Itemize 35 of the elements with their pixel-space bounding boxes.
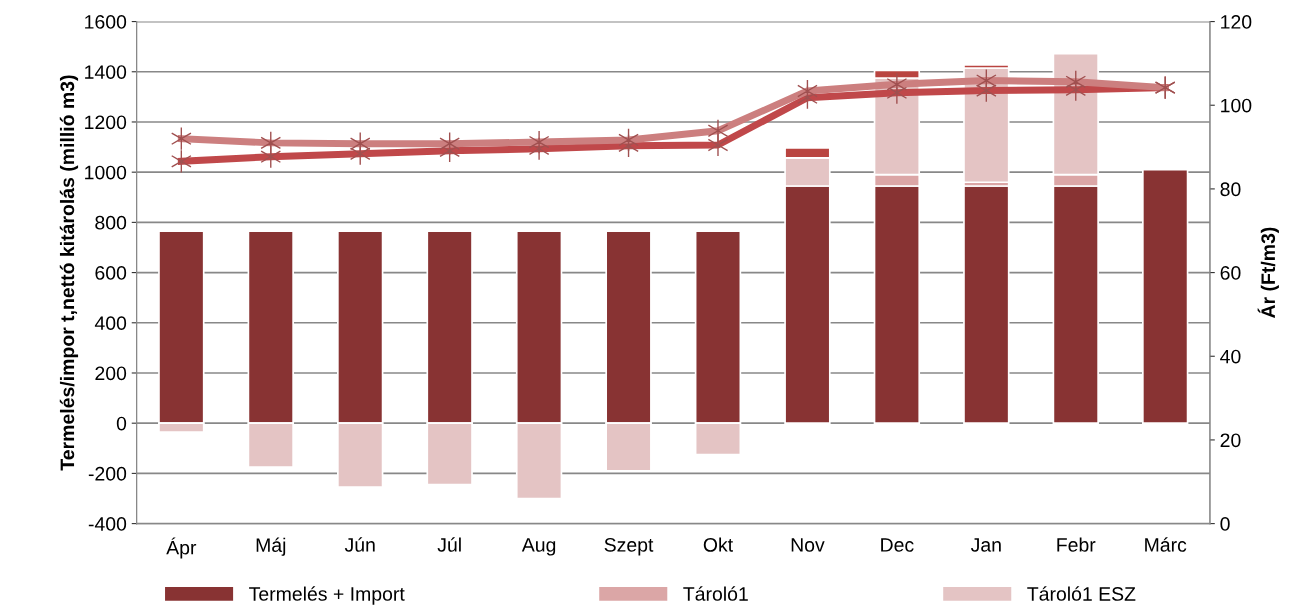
y2-axis-title: Ár (Ft/m3) bbox=[1257, 227, 1279, 319]
x-tick-label: Febr bbox=[1057, 537, 1096, 552]
x-tick-label: Ápr bbox=[166, 537, 197, 559]
x-tick-label: Jún bbox=[344, 537, 375, 552]
legend-label: Tároló1 ESZ bbox=[1027, 586, 1136, 601]
y2-tick-label: 120 bbox=[1221, 15, 1252, 29]
y-axis-title: Termelés/impor t,nettó kitárolás (millió m3) bbox=[59, 75, 79, 471]
x-tick-label: Máj bbox=[256, 537, 286, 556]
x-tick-label: Aug bbox=[521, 538, 556, 556]
y2-tick-label: 100 bbox=[1221, 98, 1252, 113]
y-tick-label: 200 bbox=[95, 366, 127, 381]
x-tick-label: Júl bbox=[437, 537, 461, 552]
y2-tick-label: 80 bbox=[1220, 182, 1241, 197]
y-tick-label: 600 bbox=[95, 266, 127, 280]
y-tick-label: 0 bbox=[116, 416, 127, 431]
y-tick-label: 1000 bbox=[85, 165, 127, 180]
y2-tick-label: 0 bbox=[1220, 517, 1230, 531]
y-tick-label: -400 bbox=[88, 517, 127, 531]
x-tick-label: Dec bbox=[881, 538, 914, 552]
x-tick-label: Szept bbox=[604, 538, 654, 556]
y2-tick-label: 40 bbox=[1220, 349, 1241, 364]
x-tick-label: Nov bbox=[791, 538, 825, 552]
y2-tick-label: 60 bbox=[1220, 266, 1241, 280]
legend-label: Tároló1 bbox=[683, 586, 748, 601]
y-tick-label: 400 bbox=[94, 316, 127, 331]
y-tick-label: -200 bbox=[88, 466, 127, 481]
y-tick-label: 1200 bbox=[85, 115, 127, 130]
y-tick-label: 800 bbox=[95, 215, 127, 230]
x-tick-label: Márc bbox=[1145, 537, 1187, 552]
y-tick-label: 1600 bbox=[85, 15, 127, 29]
y-tick-label: 1400 bbox=[85, 65, 127, 79]
x-tick-label: Okt bbox=[703, 537, 733, 552]
y2-tick-label: 20 bbox=[1220, 433, 1241, 448]
x-tick-label: Jan bbox=[970, 538, 1001, 552]
legend-label: Termelés + Import bbox=[249, 586, 405, 605]
